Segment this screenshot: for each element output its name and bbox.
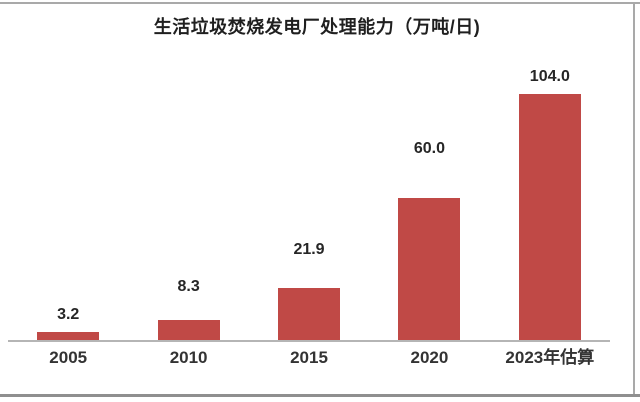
chart-title: 生活垃圾焚烧发电厂处理能力（万吨/日) <box>153 17 481 37</box>
bar-value-label: 60.0 <box>413 140 445 157</box>
plot-area: 3.2 8.3 21.9 60.0 104.0 <box>8 50 610 342</box>
bar-value-label: 104.0 <box>529 68 570 85</box>
bar <box>157 320 220 340</box>
bar-group-2005: 3.2 <box>8 50 128 340</box>
bar <box>37 332 100 340</box>
frame-bottom-border <box>0 394 640 397</box>
x-tick-label: 2023年估算 <box>505 348 595 367</box>
bar-group-2023年估算: 104.0 <box>490 50 610 340</box>
bar <box>518 94 581 340</box>
bar <box>278 288 341 340</box>
x-tick-label: 2020 <box>410 348 449 367</box>
x-tick-label: 2015 <box>290 348 328 367</box>
frame-right-border <box>633 2 635 396</box>
bar-value-label: 21.9 <box>293 241 325 258</box>
x-tick-label: 2005 <box>49 348 88 367</box>
bar-group-2020: 60.0 <box>369 50 489 340</box>
bar <box>398 198 461 340</box>
x-axis-tick-row: 2005 2010 2015 2020 2023年估算 <box>8 348 610 368</box>
bar-value-label: 3.2 <box>57 306 80 323</box>
bar-group-2015: 21.9 <box>249 50 369 340</box>
bar-group-2010: 8.3 <box>128 50 248 340</box>
bar-value-label: 8.3 <box>177 278 200 295</box>
x-tick-label: 2010 <box>169 348 208 367</box>
frame-top-border <box>0 2 640 4</box>
